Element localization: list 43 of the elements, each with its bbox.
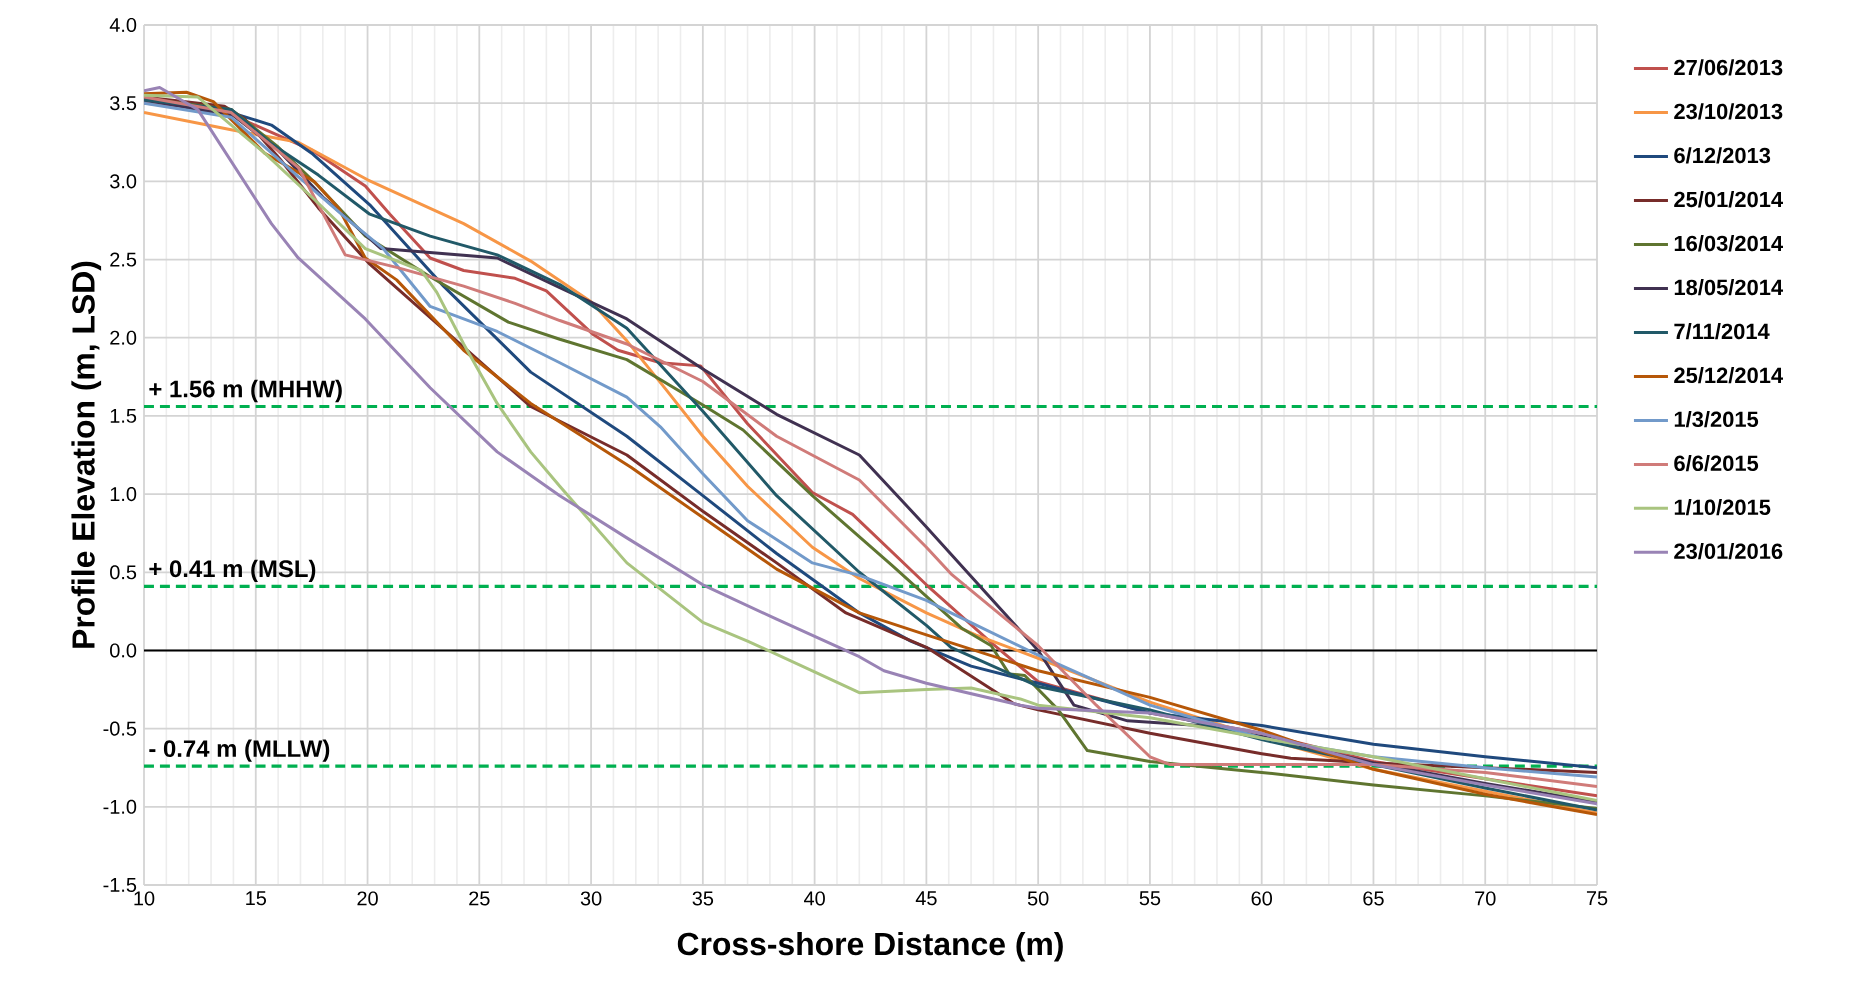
legend-label: 18/05/2014 — [1674, 279, 1783, 296]
x-tick-label: 15 — [246, 891, 267, 906]
y-tick-label: 4.0 — [109, 17, 137, 33]
x-tick-label: 45 — [915, 891, 937, 906]
x-tick-label: 50 — [1027, 891, 1049, 906]
legend-label: 16/03/2014 — [1674, 235, 1783, 252]
y-tick-label: 1.0 — [110, 487, 137, 502]
x-tick-label: 10 — [134, 891, 155, 906]
ref-line-label: + 0.41 m (MSL) — [149, 559, 316, 582]
y-tick-label: 1.5 — [110, 408, 137, 423]
y-tick-label: 3.5 — [110, 96, 137, 111]
legend-label: 27/06/2013 — [1674, 59, 1783, 76]
y-tick-label: 0.5 — [110, 565, 137, 580]
y-axis-title: Profile Elevation (m, LSD) — [71, 261, 102, 648]
legend-label: 1/3/2015 — [1674, 410, 1759, 428]
ref-line-label: + 1.56 m (MHHW) — [149, 379, 342, 403]
legend-label: 6/6/2015 — [1674, 454, 1759, 472]
legend-label: 6/12/2013 — [1674, 147, 1771, 164]
y-tick-label: -0.5 — [103, 721, 137, 736]
legend-label: 23/01/2016 — [1674, 542, 1783, 560]
x-tick-label: 35 — [692, 891, 714, 906]
legend-label: 25/01/2014 — [1674, 191, 1783, 208]
y-tick-label: -1.5 — [103, 878, 137, 892]
x-tick-label: 25 — [469, 891, 490, 906]
y-tick-label: 0.0 — [110, 643, 137, 658]
legend-label: 23/10/2013 — [1674, 103, 1783, 120]
x-tick-label: 75 — [1586, 891, 1608, 906]
ref-line-label: - 0.74 m (MLLW) — [149, 739, 330, 762]
legend-label: 1/10/2015 — [1674, 498, 1771, 516]
y-tick-label: 3.0 — [110, 174, 137, 189]
x-tick-label: 20 — [357, 891, 378, 906]
x-tick-label: 60 — [1251, 891, 1272, 906]
y-tick-label: 2.0 — [110, 330, 137, 345]
x-tick-label: 40 — [804, 891, 825, 906]
legend-label: 7/11/2014 — [1674, 323, 1770, 340]
x-tick-label: 70 — [1475, 891, 1496, 906]
x-tick-label: 65 — [1363, 891, 1384, 906]
x-tick-label: 55 — [1139, 891, 1161, 906]
x-tick-label: 30 — [580, 891, 602, 906]
y-tick-label: -1.0 — [103, 799, 137, 814]
y-tick-label: 2.5 — [110, 252, 137, 267]
x-axis-title: Cross-shore Distance (m) — [677, 931, 1063, 962]
legend-label: 25/12/2014 — [1674, 367, 1783, 384]
